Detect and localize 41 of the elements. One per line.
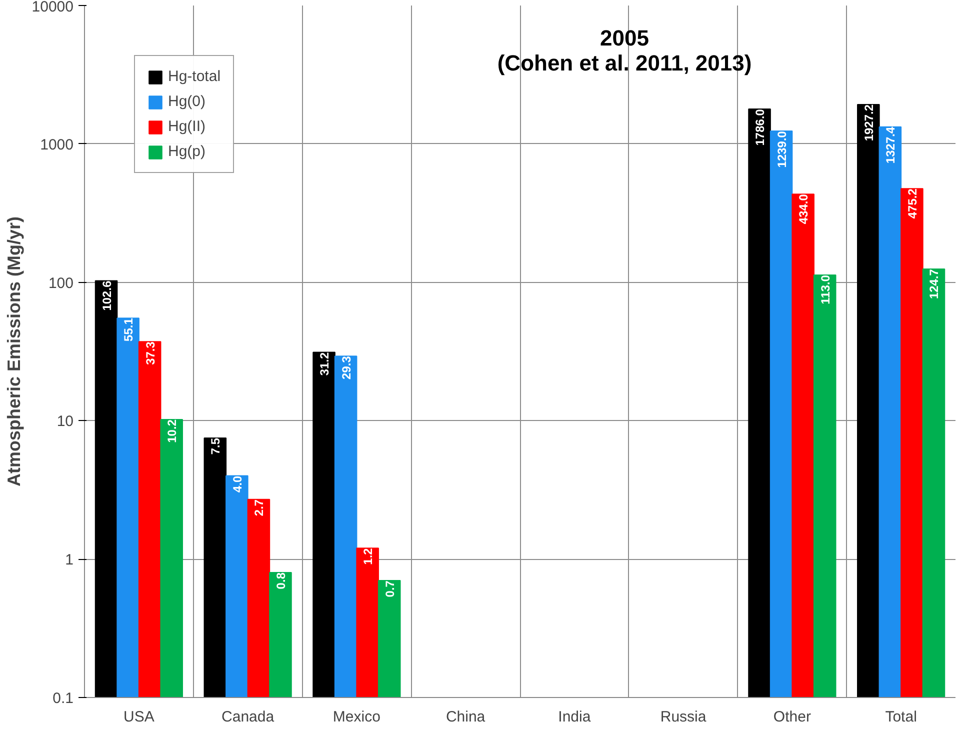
- legend-label: Hg(0): [168, 93, 206, 110]
- data-label: 434.0: [796, 194, 811, 224]
- x-tick-label: India: [558, 708, 592, 726]
- data-label: 475.2: [905, 188, 920, 219]
- data-label: 37.3: [143, 341, 158, 365]
- x-tick-label: Mexico: [332, 708, 380, 726]
- data-label: 31.2: [318, 352, 332, 376]
- y-tick-label: 1: [65, 552, 74, 569]
- data-label: 124.7: [927, 268, 942, 300]
- data-label: 4.0: [230, 475, 244, 492]
- data-label: 1927.2: [862, 104, 876, 142]
- x-tick-label: USA: [124, 708, 154, 726]
- data-label: 10.2: [165, 419, 180, 443]
- text: 2005: [600, 26, 649, 50]
- y-tick-label: 100: [48, 274, 74, 292]
- y-tick-label: 1000: [40, 136, 74, 154]
- legend-label: Hg(p): [168, 143, 206, 160]
- x-tick-label: Russia: [660, 708, 707, 726]
- text: (Cohen et al. 2011, 2013): [497, 50, 752, 76]
- x-tick-label: Other: [773, 708, 811, 726]
- data-label: 1.2: [361, 548, 376, 565]
- data-label: 1786.0: [753, 108, 768, 146]
- data-label: 0.8: [274, 572, 288, 590]
- data-label: 29.3: [339, 356, 354, 380]
- x-tick-label: China: [446, 708, 486, 726]
- data-label: 1239.0: [774, 130, 789, 168]
- data-label: 55.1: [122, 318, 136, 342]
- x-tick-label: Canada: [222, 708, 275, 726]
- data-label: 1327.4: [884, 126, 898, 164]
- y-axis-title: Atmospheric Emissions (Mg/yr): [4, 216, 24, 487]
- legend-label: Hg-total: [168, 68, 221, 85]
- y-tick-label: 0.1: [52, 690, 74, 707]
- data-label: 113.0: [818, 274, 832, 304]
- data-label: 102.6: [100, 280, 114, 311]
- data-label: 2.7: [252, 499, 266, 516]
- data-label: 0.7: [382, 580, 397, 598]
- x-tick-label: Total: [885, 708, 917, 726]
- y-tick-label: 10000: [32, 0, 74, 16]
- data-label: 7.5: [208, 438, 223, 455]
- y-tick-label: 10: [56, 413, 74, 430]
- legend-label: Hg(II): [168, 118, 206, 135]
